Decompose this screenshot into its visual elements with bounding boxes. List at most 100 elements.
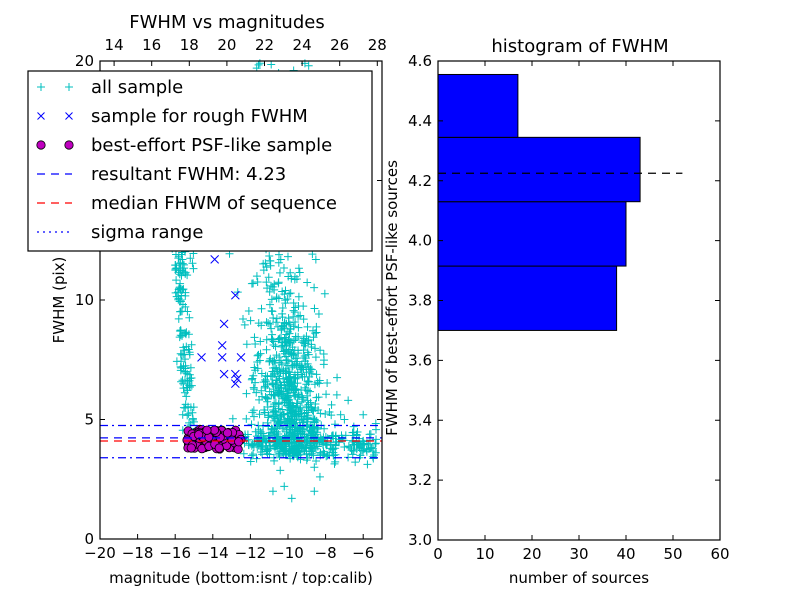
all-sample-point: [254, 425, 263, 434]
all-sample-point: [247, 279, 256, 288]
all-sample-point: [363, 460, 372, 469]
all-sample-point: [189, 403, 198, 412]
all-sample-point: [267, 335, 276, 344]
all-sample-point: [181, 368, 190, 377]
all-sample-point: [304, 350, 313, 359]
all-sample-point: [181, 375, 190, 384]
all-sample-point: [254, 319, 263, 328]
y-tick-label: 20: [75, 52, 94, 70]
all-sample-point: [285, 329, 294, 338]
all-sample-point: [276, 255, 285, 264]
all-sample-point: [296, 311, 305, 320]
all-sample-point: [310, 418, 319, 427]
all-sample-point: [366, 444, 375, 453]
rough-sample-point: [217, 353, 227, 362]
all-sample-point: [181, 361, 190, 370]
all-sample-point: [256, 337, 265, 346]
all-sample-point: [263, 403, 272, 412]
all-sample-point: [289, 306, 298, 315]
all-sample-point: [290, 386, 299, 395]
all-sample-point: [261, 441, 270, 450]
all-sample-point: [274, 258, 283, 267]
all-sample-point: [248, 408, 257, 417]
histogram-xlabel: number of sources: [509, 569, 649, 587]
y-tick-label: 3.8: [408, 292, 432, 310]
all-sample-point: [287, 494, 296, 503]
all-sample-point: [297, 397, 306, 406]
all-sample-point: [251, 378, 260, 387]
all-sample-point: [285, 399, 294, 408]
all-sample-point: [268, 367, 277, 376]
all-sample-point: [256, 448, 265, 457]
legend-entry: median FHWM of sequence: [37, 193, 337, 214]
all-sample-point: [302, 368, 311, 377]
all-sample-point: [253, 351, 262, 360]
all-sample-point: [293, 446, 302, 455]
legend-entry: all sample: [37, 77, 183, 98]
all-sample-point: [181, 355, 190, 364]
all-sample-point: [294, 292, 303, 301]
all-sample-point: [311, 255, 320, 264]
all-sample-point: [303, 322, 312, 331]
all-sample-point: [296, 455, 305, 464]
all-sample-point: [329, 444, 338, 453]
all-sample-point: [175, 284, 184, 293]
all-sample-point: [294, 301, 303, 310]
all-sample-point: [183, 369, 192, 378]
all-sample-point: [276, 408, 285, 417]
all-sample-point: [292, 399, 301, 408]
all-sample-point: [282, 387, 291, 396]
rough-sample-point: [197, 353, 206, 362]
all-sample-point: [244, 440, 253, 449]
all-sample-point: [250, 385, 259, 394]
psf-sample-point: [214, 443, 224, 453]
all-sample-point: [299, 334, 308, 343]
rough-sample-point: [210, 255, 220, 264]
all-sample-point: [280, 482, 289, 491]
scatter-plot: FWHM vs magnitudes −20 −18 −16 −14 −12 −10 −8−…: [27, 12, 387, 587]
all-sample-point: [188, 259, 197, 268]
x-tick-label: 40: [616, 545, 635, 563]
all-sample-point: [275, 334, 284, 343]
all-sample-point: [266, 372, 275, 381]
all-sample-point: [273, 322, 282, 331]
all-sample-point: [273, 414, 282, 423]
y-tick-label: 5: [84, 411, 94, 429]
legend-label: resultant FWHM: 4.23: [91, 164, 286, 185]
all-sample-point: [331, 431, 340, 440]
all-sample-point: [270, 285, 279, 294]
all-sample-point: [351, 458, 360, 467]
all-sample-point: [303, 391, 312, 400]
all-sample-point: [268, 307, 277, 316]
all-sample-point: [289, 452, 298, 461]
all-sample-point: [269, 314, 278, 323]
all-sample-point: [301, 357, 310, 366]
all-sample-point: [357, 441, 366, 450]
all-sample-point: [187, 381, 196, 390]
all-sample-point: [286, 325, 295, 334]
all-sample-point: [172, 276, 181, 285]
y-tick-label: 3.0: [408, 531, 432, 549]
legend-frame: [27, 70, 373, 252]
all-sample-point: [264, 319, 273, 328]
all-sample-point: [264, 433, 273, 442]
top-x-tick-label: 22: [255, 36, 274, 54]
all-sample-point: [331, 440, 340, 449]
all-sample-point: [281, 286, 290, 295]
all-sample-point: [295, 392, 304, 401]
all-sample-point: [182, 383, 191, 392]
all-sample-point: [371, 439, 380, 448]
rough-sample-point: [219, 369, 229, 379]
all-sample-point: [285, 368, 294, 377]
all-sample-point: [246, 457, 255, 466]
histogram-ylabel: FWHM of best-effort PSF-like sources: [383, 160, 401, 436]
all-sample-point: [300, 430, 309, 439]
all-sample-point: [266, 261, 275, 270]
all-sample-point: [308, 444, 317, 453]
all-sample-point: [181, 400, 190, 409]
all-sample-point: [321, 409, 330, 418]
all-sample-point: [322, 441, 331, 450]
all-sample-point: [188, 414, 197, 423]
all-sample-point: [289, 388, 298, 397]
top-x-tick-label: 16: [142, 36, 161, 54]
